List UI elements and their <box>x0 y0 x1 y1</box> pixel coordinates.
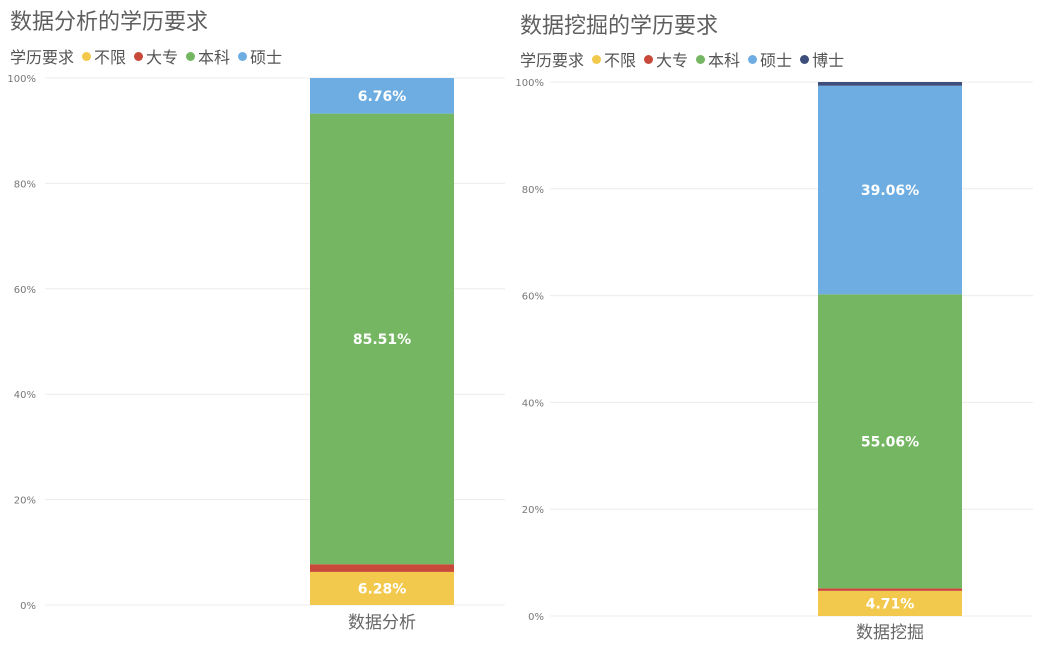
legend-item: 不限 <box>592 47 636 71</box>
data-label: 55.06% <box>861 434 919 450</box>
legend-item: 大专 <box>134 44 178 68</box>
legend-label: 硕士 <box>760 51 793 70</box>
y-tick-label: 100% <box>7 74 36 85</box>
legend-label: 本科 <box>708 51 741 70</box>
bar-segment[interactable] <box>818 590 962 616</box>
legend-label: 博士 <box>812 51 845 70</box>
data-label: 85.51% <box>353 332 411 348</box>
y-tick-label: 40% <box>522 398 544 409</box>
y-tick-label: 60% <box>14 285 36 296</box>
legend: 学历要求 不限 大专 本科 硕士 <box>10 44 290 68</box>
bar-segment[interactable] <box>818 588 962 591</box>
bar-segment[interactable] <box>818 85 962 295</box>
chart-title: 数据分析的学历要求 <box>10 10 209 35</box>
legend-dot-icon <box>82 51 92 61</box>
bar-segment[interactable] <box>818 82 962 86</box>
y-tick-label: 40% <box>14 390 36 401</box>
plot-area: 0% 20% 40% 60% 80% 100% 6.28% 85.51% 6.76% 数据分析 <box>7 74 505 633</box>
legend-dot-icon <box>748 54 758 64</box>
bar-segment[interactable] <box>310 113 454 565</box>
y-tick-label: 80% <box>14 179 36 190</box>
legend-dot-icon <box>186 51 196 61</box>
legend-title: 学历要求 <box>520 51 585 70</box>
legend-item: 本科 <box>186 44 230 68</box>
legend-title: 学历要求 <box>10 48 75 67</box>
legend-label: 本科 <box>198 48 231 67</box>
legend-label: 硕士 <box>250 48 283 67</box>
legend-label: 不限 <box>604 51 637 70</box>
y-tick-label: 60% <box>522 292 544 303</box>
y-tick-label: 100% <box>515 78 544 89</box>
plot-area: 0% 20% 40% 60% 80% 100% 4.71% 55.06% 39.06% 数据挖掘 <box>515 78 1033 643</box>
y-tick-label: 20% <box>522 505 544 516</box>
chart-title: 数据挖掘的学历要求 <box>520 14 719 39</box>
bar-segment[interactable] <box>310 78 454 114</box>
y-tick-label: 20% <box>14 496 36 507</box>
legend-dot-icon <box>696 54 706 64</box>
legend-label: 不限 <box>94 48 127 67</box>
data-label: 39.06% <box>861 183 919 199</box>
y-tick-label: 0% <box>528 612 544 623</box>
category-label: 数据挖掘 <box>856 623 924 643</box>
y-tick-label: 80% <box>522 185 544 196</box>
y-tick-label: 0% <box>20 601 36 612</box>
data-label: 6.28% <box>358 581 407 597</box>
legend-label: 大专 <box>656 51 689 70</box>
data-label: 6.76% <box>358 89 407 105</box>
legend-dot-icon <box>592 54 602 64</box>
bar-segment[interactable] <box>310 564 454 572</box>
legend-dot-icon <box>238 51 248 61</box>
data-label: 4.71% <box>866 596 915 612</box>
category-label: 数据分析 <box>348 613 416 633</box>
chart-panel-right: 数据挖掘的学历要求 学历要求 不限 大专 本科 硕士 博士 0% 20% 40% 60… <box>510 0 1038 650</box>
legend-label: 大专 <box>146 48 179 67</box>
legend-item: 硕士 <box>748 47 792 71</box>
legend-item: 本科 <box>696 47 740 71</box>
legend-item: 硕士 <box>238 44 282 68</box>
legend-item: 大专 <box>644 47 688 71</box>
bar-segment[interactable] <box>818 294 962 589</box>
legend-dot-icon <box>134 51 144 61</box>
legend: 学历要求 不限 大专 本科 硕士 博士 <box>520 47 852 71</box>
legend-dot-icon <box>644 54 654 64</box>
chart-panel-left: 数据分析的学历要求 学历要求 不限 大专 本科 硕士 0% 20% 40% 60% 80… <box>0 0 510 650</box>
legend-dot-icon <box>800 54 810 64</box>
bar-segment[interactable] <box>310 571 454 605</box>
legend-item: 博士 <box>800 47 844 71</box>
legend-item: 不限 <box>82 44 126 68</box>
